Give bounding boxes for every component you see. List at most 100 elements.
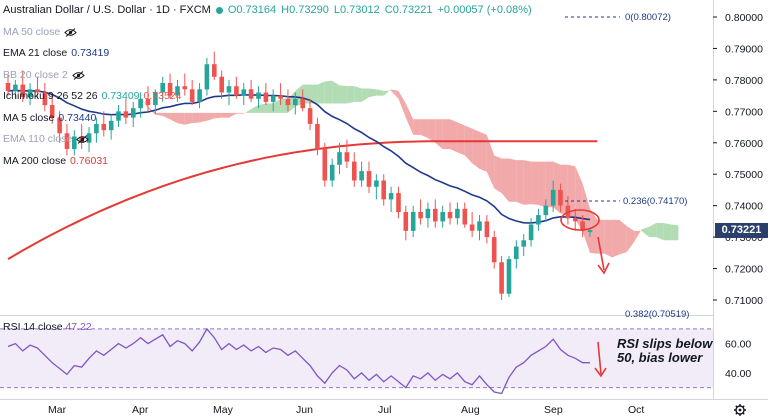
legend-row[interactable]: MA 200 close 0.76031 xyxy=(3,151,532,173)
cloud-segment xyxy=(391,89,399,99)
candle-body xyxy=(5,83,11,91)
rsi-line xyxy=(7,327,590,395)
cloud-segment xyxy=(368,88,377,98)
cloud-segment xyxy=(273,98,281,113)
market-status-icon xyxy=(215,7,223,15)
cloud-segment xyxy=(575,166,583,232)
rsi-note-line2: 50, bias lower xyxy=(617,350,703,365)
cloud-segment xyxy=(339,85,347,104)
candle-body xyxy=(528,224,534,241)
legend-row[interactable]: EMA 110 close xyxy=(3,129,532,151)
annotations-layer: 0(0.80072) 0.236(0.74170) 0.382(0.70519) xyxy=(560,12,689,378)
cloud-segment xyxy=(206,112,215,121)
candle-body xyxy=(35,89,40,93)
cloud-segment xyxy=(626,226,635,253)
cloud-segment xyxy=(604,219,613,258)
cloud-segment xyxy=(317,81,325,104)
time-label: Sep xyxy=(544,404,563,416)
ohlc-open: O0.73164 xyxy=(227,4,277,16)
candle-body xyxy=(440,212,445,222)
cloud-segment xyxy=(184,112,193,125)
cloud-segment xyxy=(656,222,664,241)
cloud-segment xyxy=(177,112,185,125)
candle-body xyxy=(396,193,401,212)
hidden-eye-icon[interactable] xyxy=(76,135,89,145)
candle-body xyxy=(425,208,431,219)
legend-row[interactable]: MA 5 close 0.73440 xyxy=(3,108,532,130)
cloud-segment xyxy=(427,119,436,143)
price-tick-label: 0.79000 xyxy=(725,43,763,55)
cloud-segment xyxy=(553,161,561,214)
legend-value-2: 0.73524 xyxy=(143,90,182,102)
candle-body xyxy=(131,108,136,118)
cloud-segment xyxy=(170,112,178,124)
candle-body xyxy=(145,98,151,106)
candle-body xyxy=(536,215,541,225)
cloud-segment xyxy=(258,103,266,113)
cloud-segment xyxy=(265,103,274,113)
legend-rows: MA 50 close EMA 21 close 0.73419 BB 20 clos… xyxy=(3,22,532,173)
cloud-segment xyxy=(523,160,532,205)
rsi-legend: RSI 14 close 47.22 xyxy=(3,321,92,333)
legend-value: 0.73440 xyxy=(58,111,97,124)
legend-row[interactable]: EMA 21 close 0.73419 xyxy=(3,43,532,65)
cloud-segment xyxy=(251,105,259,113)
candle-body xyxy=(499,262,504,294)
candle-body xyxy=(108,120,114,131)
legend-label: MA 200 close xyxy=(3,154,67,167)
time-label: Jun xyxy=(296,404,313,416)
cloud-segment xyxy=(346,86,355,104)
legend-row[interactable]: Ichimoku 9 26 52 26 0.73409 0.73524 xyxy=(3,86,532,108)
time-label: May xyxy=(213,404,234,416)
cloud-segment xyxy=(229,112,237,118)
price-tick-label: 0.75000 xyxy=(725,169,763,181)
cloud-segment xyxy=(243,108,252,114)
cloud-segment xyxy=(508,158,517,202)
hidden-eye-icon[interactable] xyxy=(64,27,77,37)
cloud-segment xyxy=(221,112,230,118)
legend-label: MA 50 close xyxy=(3,25,61,38)
legend-row[interactable]: MA 50 close xyxy=(3,22,532,44)
time-axis: Mar Apr May Jun Jul Aug Sep Oct xyxy=(48,404,644,416)
candle-body xyxy=(558,189,563,206)
candle-body xyxy=(64,133,70,149)
rsi-legend-label[interactable]: RSI 14 close xyxy=(3,321,63,333)
candle-body xyxy=(469,224,475,231)
candle-body xyxy=(49,105,55,118)
indicator-lines xyxy=(7,89,598,260)
hidden-eye-icon[interactable] xyxy=(72,70,85,80)
ma200-line xyxy=(7,140,598,260)
candle-body xyxy=(285,98,291,106)
down-arrow-main xyxy=(597,236,605,271)
candle-body xyxy=(241,89,247,96)
candle-body xyxy=(94,123,99,134)
candle-body xyxy=(248,89,254,99)
cloud-segment xyxy=(619,219,627,255)
cloud-segment xyxy=(236,112,244,114)
symbol-title[interactable]: Australian Dollar / U.S. Dollar · 1D · F… xyxy=(3,4,211,16)
candle-body xyxy=(123,111,129,118)
candle-body xyxy=(270,95,276,102)
candle-body xyxy=(160,83,165,93)
fib-top-label: 0(0.80072) xyxy=(625,12,671,23)
legend-label: EMA 21 close xyxy=(3,47,68,59)
candle-body xyxy=(329,164,335,181)
cloud-segment xyxy=(214,112,222,119)
candle-body xyxy=(13,84,18,91)
cloud-segment xyxy=(663,222,672,241)
candle-body xyxy=(189,89,195,102)
settings-gear-icon[interactable] xyxy=(734,404,746,416)
ohlc-change: +0.00057 (+0.08%) xyxy=(437,4,532,16)
rsi-tick-label: 60.00 xyxy=(725,339,751,351)
candle-body xyxy=(322,149,328,181)
legend-label: MA 5 close xyxy=(3,111,55,124)
symbol-row: Australian Dollar / U.S. Dollar · 1D · F… xyxy=(3,0,532,22)
legend-row[interactable]: BB 20 close 2 xyxy=(3,65,532,87)
down-arrow-rsi xyxy=(597,341,602,375)
indicator-legend: Australian Dollar / U.S. Dollar · 1D · F… xyxy=(3,0,532,172)
candle-body xyxy=(337,152,342,165)
cloud-segment xyxy=(648,222,657,238)
candle-body xyxy=(315,123,320,150)
cloud-segment xyxy=(376,89,384,96)
